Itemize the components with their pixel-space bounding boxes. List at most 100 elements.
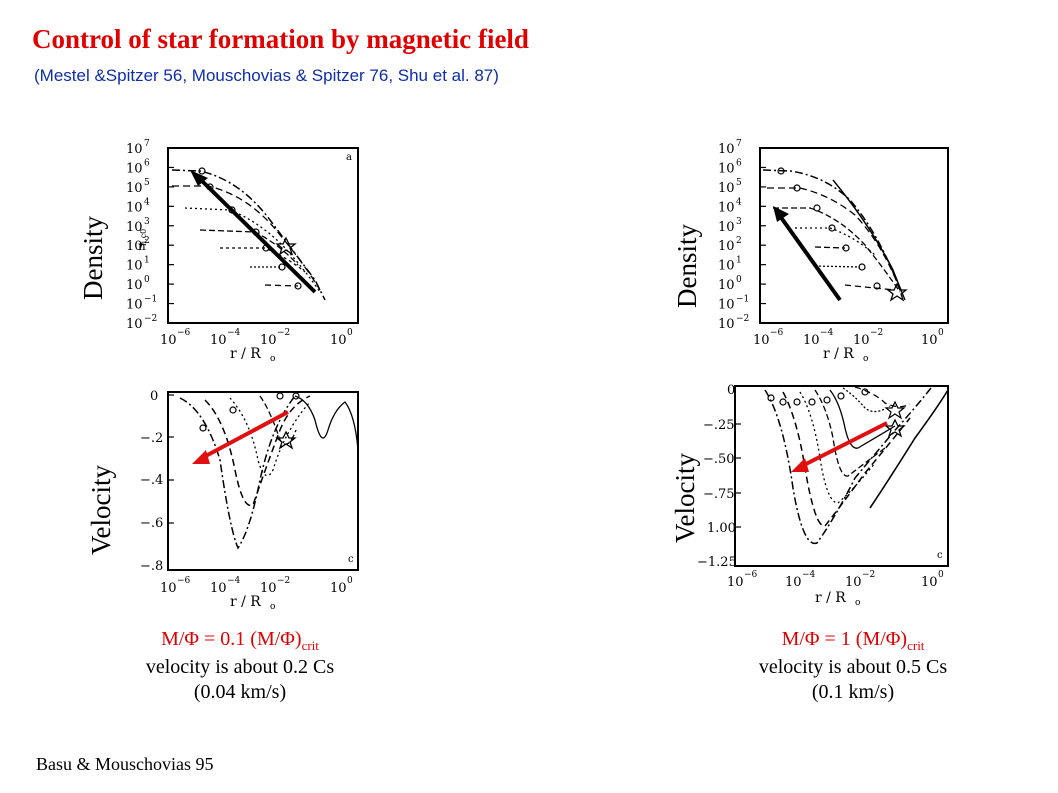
density-ytick-label: 10 <box>126 220 143 235</box>
density-ytick-label: 10 <box>126 278 143 293</box>
vel-ytick-labels-right: 0 −.25 −.50 −.75 1.00 −1.25 <box>697 383 737 570</box>
vel-ytick-labels-left: 0 −.2 −.4 −.6 −.8 <box>140 389 163 574</box>
density-ytick-label: 10 <box>718 278 735 293</box>
density-ytick-exponent: 0 <box>736 275 742 285</box>
svg-text:−1.25: −1.25 <box>697 555 737 570</box>
density-ytick-label: 10 <box>718 142 735 157</box>
left-velocity-label: Velocity <box>86 465 116 555</box>
svg-text:10: 10 <box>921 333 938 348</box>
svg-text:−6: −6 <box>770 328 784 338</box>
density-ytick-label: 10 <box>718 259 735 274</box>
svg-text:0: 0 <box>347 328 353 338</box>
density-ytick-label: 10 <box>126 239 143 254</box>
density-ytick-label: 10 <box>126 161 143 176</box>
density-ytick-label: 10 <box>126 259 143 274</box>
svg-text:−4: −4 <box>802 570 816 580</box>
reference-citation: Basu & Mouschovias 95 <box>36 754 214 774</box>
density-ytick-exponent: 4 <box>736 197 742 207</box>
svg-text:10: 10 <box>160 333 177 348</box>
right-kms-note: (0.1 km/s) <box>811 681 895 703</box>
density-ytick-label: 10 <box>718 239 735 254</box>
density-ytick-label: 10 <box>718 161 735 176</box>
svg-text:0: 0 <box>150 389 158 404</box>
right-caption: M/Φ = 1 (M/Φ)crit velocity is about 0.5 … <box>708 628 998 704</box>
density-ytick-exponent: −2 <box>144 314 157 324</box>
left-velocity-note: velocity is about 0.2 Cs <box>145 656 335 678</box>
density-ytick-exponent: 5 <box>736 178 742 188</box>
svg-text:−.75: −.75 <box>703 487 735 502</box>
svg-text:−.6: −.6 <box>140 516 163 531</box>
density-ytick-exponent: 6 <box>736 158 742 168</box>
svg-text:0: 0 <box>938 570 944 580</box>
svg-text:−.2: −.2 <box>140 431 163 446</box>
right-velocity-plot: 0 −.25 −.50 −.75 1.00 −1.25 c 10 −6 10 −4 … <box>697 383 949 608</box>
density-ytick-exponent: 2 <box>144 236 150 246</box>
density-ytick-exponent: 1 <box>144 256 150 266</box>
density-axis-label: n <box>138 239 146 253</box>
left-density-label: Density <box>78 216 108 300</box>
density-ytick-label: 10 <box>718 220 735 235</box>
panel-label-a: a <box>346 152 352 163</box>
panel-label-c: c <box>348 554 354 565</box>
density-ytick-label: 10 <box>126 200 143 215</box>
svg-text:10: 10 <box>260 333 277 348</box>
density-ytick-exponent: 6 <box>144 158 150 168</box>
svg-text:o: o <box>863 354 868 364</box>
svg-text:−6: −6 <box>744 570 758 580</box>
right-density-label: Density <box>672 224 702 308</box>
left-velocity-plot: 0 −.2 −.4 −.6 −.8 c 10 −6 10 −4 10 −2 10 0 r… <box>140 389 359 612</box>
svg-text:−2: −2 <box>277 328 290 338</box>
right-ratio: M/Φ = 1 (M/Φ) <box>781 628 908 650</box>
density-ytick-label: 10 <box>718 200 735 215</box>
xtick-labels-left-density: 10 −6 10 −4 10 −2 10 0 <box>160 328 353 348</box>
svg-text:−.25: −.25 <box>703 418 735 433</box>
density-ytick-label: 10 <box>718 317 735 332</box>
svg-text:10: 10 <box>330 333 347 348</box>
density-ytick-label: 10 <box>126 317 143 332</box>
left-ratio: M/Φ = 0.1 (M/Φ) <box>161 628 302 650</box>
xtick-labels-left-velocity: 10 −6 10 −4 10 −2 10 0 <box>160 576 353 596</box>
density-ytick-label: 10 <box>126 142 143 157</box>
xtick-labels-right-density: 10 −6 10 −4 10 −2 10 0 <box>753 328 944 348</box>
density-ytick-label: 10 <box>126 298 143 313</box>
svg-text:10: 10 <box>853 333 870 348</box>
svg-text:−2: −2 <box>870 328 883 338</box>
svg-text:10: 10 <box>160 581 177 596</box>
density-ytick-exponent: −1 <box>736 295 749 305</box>
xtick-labels-right-velocity: 10 −6 10 −4 10 −2 10 0 <box>727 570 944 590</box>
svg-text:10: 10 <box>753 333 770 348</box>
svg-text:−4: −4 <box>227 328 241 338</box>
x-axis-label: r / R <box>823 346 854 362</box>
panel-label-c: c <box>937 550 943 561</box>
density-ytick-exponent: 3 <box>736 217 742 227</box>
svg-text:−.4: −.4 <box>140 473 163 488</box>
x-axis-label: r / R <box>230 594 261 610</box>
svg-text:o: o <box>270 354 275 364</box>
density-axis-sublabel: n,c0 <box>139 229 148 246</box>
svg-text:0: 0 <box>727 383 735 398</box>
svg-text:10: 10 <box>803 333 820 348</box>
svg-text:o: o <box>855 598 860 608</box>
density-ytick-exponent: 3 <box>144 217 150 227</box>
svg-text:1.00: 1.00 <box>707 521 736 536</box>
density-ytick-exponent: 7 <box>144 139 150 149</box>
right-velocity-label: Velocity <box>670 453 700 543</box>
svg-text:0: 0 <box>347 576 353 586</box>
svg-text:−.8: −.8 <box>140 559 163 574</box>
density-ytick-exponent: 4 <box>144 197 150 207</box>
svg-text:10: 10 <box>785 575 802 590</box>
density-ytick-exponent: −1 <box>144 295 157 305</box>
density-ytick-label: 10 <box>718 298 735 313</box>
svg-text:−.50: −.50 <box>703 452 735 467</box>
x-axis-label: r / R <box>230 346 261 362</box>
x-axis-label: r / R <box>815 590 846 606</box>
svg-text:0: 0 <box>938 328 944 338</box>
svg-text:10: 10 <box>210 581 227 596</box>
left-kms-note: (0.04 km/s) <box>193 681 287 703</box>
density-ytick-exponent: 5 <box>144 178 150 188</box>
svg-text:−6: −6 <box>177 328 191 338</box>
